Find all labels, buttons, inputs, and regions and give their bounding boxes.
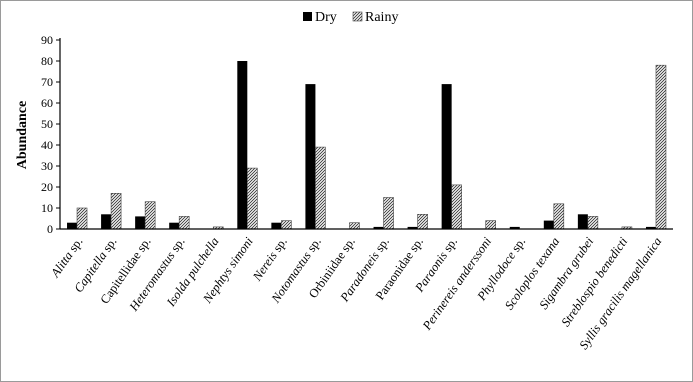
bar-dry [441, 84, 452, 229]
bar-dry [509, 226, 520, 229]
bar-rainy [110, 193, 122, 230]
legend-swatch-rainy [352, 11, 363, 22]
bar-rainy [76, 207, 88, 230]
y-axis-label: Abundance [15, 101, 30, 169]
y-tick-label: 20 [41, 180, 53, 194]
y-tick-label: 80 [41, 54, 53, 68]
bar-dry [373, 226, 384, 229]
bar-rainy [178, 216, 190, 230]
bar-dry [645, 226, 656, 229]
bar-dry [101, 214, 112, 229]
y-axis-ticks: 0 10 20 30 40 50 60 70 80 90 [41, 33, 60, 236]
bar-dry [237, 61, 248, 229]
y-tick-label: 70 [41, 75, 53, 89]
bar-dry [271, 222, 282, 229]
bar-rainy [383, 197, 394, 230]
bar-rainy [349, 222, 360, 230]
bars [67, 61, 667, 230]
legend-label-dry: Dry [315, 10, 337, 25]
y-tick-label: 10 [41, 201, 53, 215]
y-tick-label: 30 [41, 159, 53, 173]
bar-rainy [144, 201, 156, 230]
bar-rainy [417, 214, 428, 230]
bar-dry [67, 222, 78, 229]
legend-label-rainy: Rainy [365, 10, 398, 25]
bar-dry [169, 222, 180, 229]
y-tick-label: 50 [41, 117, 53, 131]
bar-rainy [247, 167, 258, 230]
x-axis-category-labels: Alitta sp.Capitella sp.Capitellidae sp.H… [48, 234, 665, 352]
bar-rainy [281, 220, 292, 230]
axes [59, 38, 673, 230]
y-tick-label: 0 [47, 222, 53, 236]
bar-rainy [553, 203, 565, 230]
bar-rainy [655, 64, 667, 230]
y-tick-label: 40 [41, 138, 53, 152]
y-tick-label: 90 [41, 33, 53, 47]
bar-rainy [485, 220, 496, 230]
bar-rainy [451, 184, 462, 230]
bar-dry [543, 220, 554, 229]
bar-dry [407, 226, 418, 229]
legend: Dry Rainy [303, 10, 398, 25]
bar-rainy [315, 146, 326, 230]
bar-rainy [587, 216, 599, 230]
bar-dry [135, 216, 146, 229]
y-tick-label: 60 [41, 96, 53, 110]
bar-dry [577, 214, 588, 229]
bar-dry [305, 84, 316, 229]
legend-swatch-dry [303, 12, 312, 21]
